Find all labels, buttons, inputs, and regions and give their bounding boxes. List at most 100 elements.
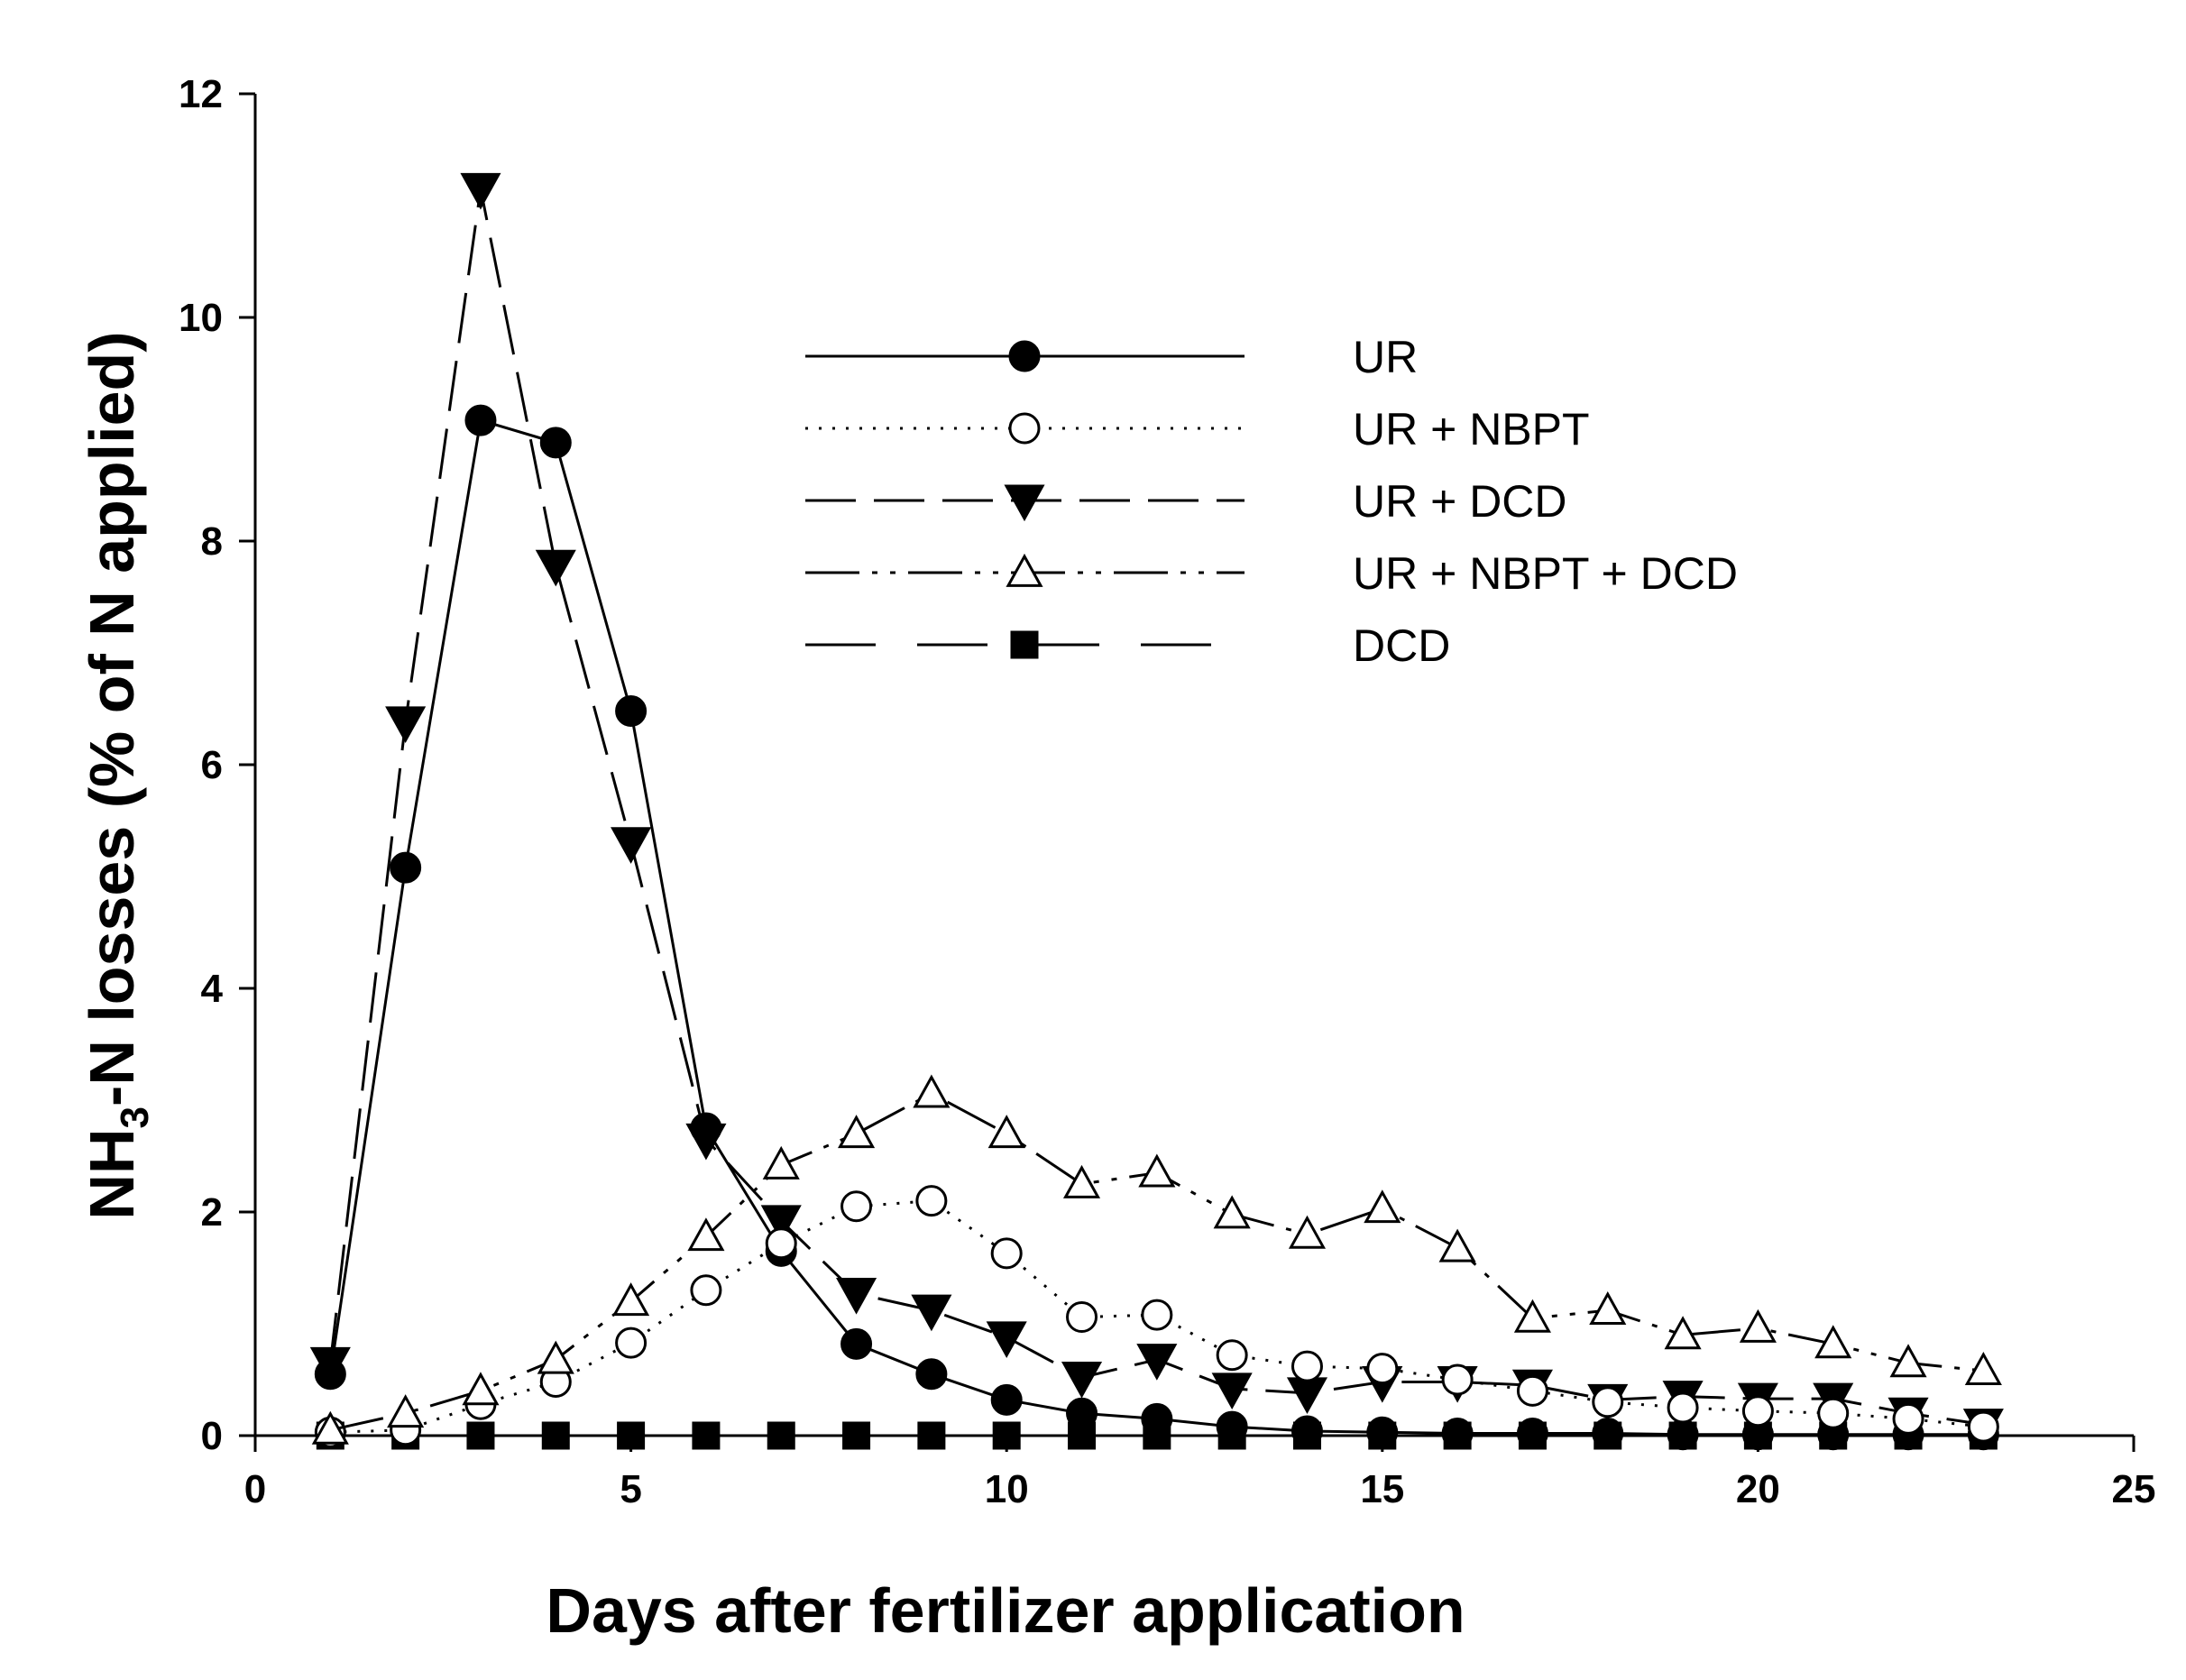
data-point bbox=[1441, 1363, 1474, 1396]
data-point bbox=[838, 1115, 876, 1149]
data-point bbox=[1592, 1418, 1624, 1450]
data-point bbox=[611, 827, 652, 864]
data-point bbox=[765, 1227, 797, 1260]
data-point bbox=[1066, 1301, 1098, 1334]
data-point bbox=[1441, 1418, 1474, 1450]
x-ticks: 0 5 10 15 20 25 bbox=[244, 1436, 2156, 1511]
y-tick-label: 10 bbox=[179, 296, 223, 340]
data-point bbox=[687, 1217, 725, 1252]
data-point bbox=[917, 1421, 946, 1450]
legend-item-ur-nbpt: UR + NBPT bbox=[805, 404, 1590, 454]
x-tick-label: 15 bbox=[1360, 1467, 1404, 1511]
data-point bbox=[1814, 1325, 1852, 1359]
data-point bbox=[617, 1421, 646, 1450]
data-point bbox=[460, 172, 501, 210]
data-point bbox=[1290, 1415, 1323, 1447]
y-tick-label: 12 bbox=[179, 72, 223, 116]
data-point bbox=[1592, 1386, 1624, 1418]
data-point bbox=[1288, 1215, 1327, 1249]
data-point bbox=[1211, 1372, 1253, 1410]
data-point bbox=[1286, 1377, 1328, 1414]
data-point bbox=[911, 1294, 952, 1332]
y-tick-label: 4 bbox=[201, 967, 224, 1011]
x-tick-label: 20 bbox=[1736, 1467, 1780, 1511]
data-point bbox=[760, 1205, 802, 1243]
data-point bbox=[990, 1383, 1023, 1416]
data-point bbox=[1216, 1410, 1248, 1443]
y-ticks: 0 2 4 6 8 10 12 bbox=[179, 72, 255, 1458]
series-line bbox=[328, 188, 1984, 1427]
data-point bbox=[390, 851, 422, 884]
data-point bbox=[1066, 1397, 1098, 1429]
data-point bbox=[1216, 1339, 1248, 1372]
data-point bbox=[685, 1123, 727, 1161]
data-point bbox=[464, 404, 497, 436]
data-point bbox=[541, 1421, 570, 1450]
data-point bbox=[1741, 1395, 1774, 1428]
data-point bbox=[986, 1321, 1027, 1358]
legend-marker bbox=[1008, 340, 1041, 372]
axes: 0 2 4 6 8 10 12 0 5 10 15 20 25 bbox=[179, 72, 2155, 1511]
data-point bbox=[1516, 1418, 1548, 1450]
data-point bbox=[915, 1358, 948, 1391]
data-point bbox=[842, 1421, 871, 1450]
data-point bbox=[840, 1190, 873, 1223]
data-point bbox=[462, 1372, 500, 1406]
data-point bbox=[1062, 1164, 1101, 1198]
data-point bbox=[767, 1421, 795, 1450]
y-tick-label: 2 bbox=[201, 1190, 223, 1235]
x-axis-title: Days after fertilizer application bbox=[546, 1575, 1465, 1646]
data-point bbox=[615, 1327, 648, 1359]
legend-label: UR + NBPT bbox=[1353, 404, 1590, 454]
data-point bbox=[1138, 1153, 1176, 1188]
y-axis-title-main: NH bbox=[77, 1128, 147, 1219]
data-point bbox=[612, 1282, 650, 1317]
data-point bbox=[1438, 1228, 1476, 1262]
data-point bbox=[311, 1410, 349, 1445]
data-point bbox=[309, 1346, 351, 1384]
data-point bbox=[992, 1421, 1021, 1450]
data-point bbox=[466, 1421, 495, 1450]
data-point bbox=[836, 1278, 877, 1315]
data-point bbox=[987, 1115, 1025, 1149]
legend-item-ur: UR bbox=[805, 332, 1418, 382]
data-point bbox=[762, 1145, 800, 1180]
legend-label: UR + NBPT + DCD bbox=[1353, 548, 1738, 599]
data-point bbox=[1136, 1344, 1178, 1381]
x-tick-label: 25 bbox=[2112, 1467, 2156, 1511]
x-tick-label: 10 bbox=[985, 1467, 1029, 1511]
data-point bbox=[387, 1394, 425, 1428]
data-point bbox=[1967, 1410, 1999, 1443]
data-point bbox=[539, 427, 572, 459]
legend-item-dcd: DCD bbox=[805, 620, 1450, 671]
legend-label: DCD bbox=[1353, 620, 1450, 671]
data-point bbox=[913, 1074, 951, 1108]
data-point bbox=[692, 1421, 721, 1450]
data-point bbox=[1366, 1416, 1399, 1448]
data-point bbox=[1141, 1299, 1173, 1331]
legend-item-ur-dcd: UR + DCD bbox=[805, 476, 1567, 527]
data-point bbox=[1213, 1195, 1251, 1229]
data-point bbox=[385, 706, 427, 743]
legend-item-ur-nbpt-dcd: UR + NBPT + DCD bbox=[805, 548, 1738, 599]
data-point bbox=[1141, 1402, 1173, 1435]
legend-marker bbox=[1004, 484, 1045, 522]
data-point bbox=[1964, 1351, 2002, 1385]
y-tick-label: 6 bbox=[201, 743, 223, 787]
data-point bbox=[1290, 1350, 1323, 1382]
data-point bbox=[915, 1185, 948, 1217]
legend-marker bbox=[1010, 630, 1039, 659]
data-point bbox=[1589, 1291, 1627, 1326]
y-axis-title: NH3-N losses (% of N applied) bbox=[77, 331, 157, 1219]
y-axis-title-rest: -N losses (% of N applied) bbox=[77, 331, 147, 1106]
series-ur-dcd bbox=[309, 172, 2004, 1446]
x-tick-label: 5 bbox=[620, 1467, 641, 1511]
data-point bbox=[1889, 1344, 1927, 1378]
data-point bbox=[840, 1327, 873, 1360]
legend-marker bbox=[1006, 553, 1043, 587]
y-tick-label: 0 bbox=[201, 1414, 223, 1458]
data-point bbox=[1364, 1189, 1401, 1224]
data-point bbox=[1667, 1418, 1699, 1451]
data-point bbox=[1366, 1353, 1399, 1385]
